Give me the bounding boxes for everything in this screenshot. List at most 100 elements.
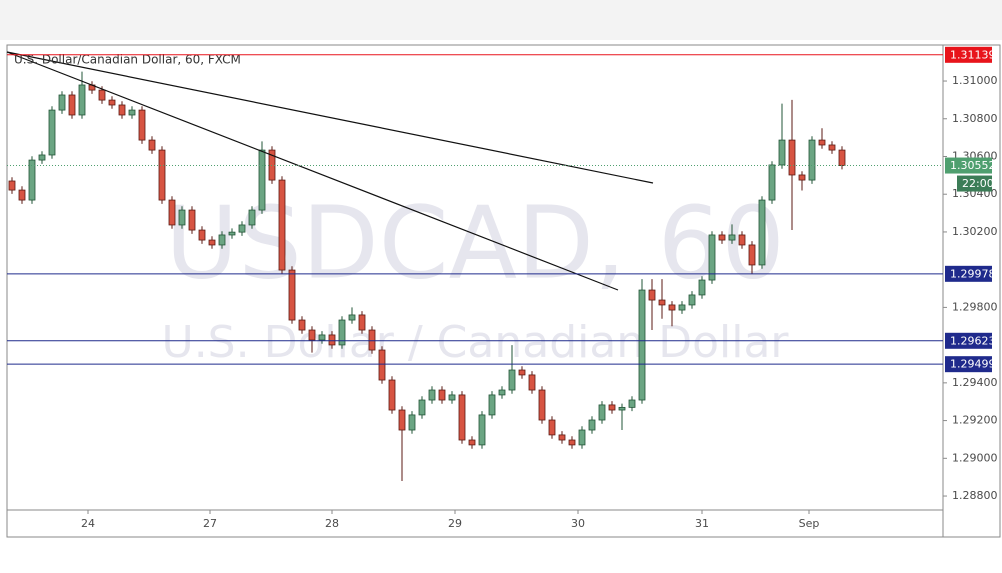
level-badge: [945, 46, 992, 63]
x-tick-label: 29: [448, 517, 462, 530]
candle-body: [458, 394, 466, 441]
candle-body: [168, 199, 176, 226]
candle-body: [758, 199, 766, 266]
candle-body: [328, 334, 336, 346]
candle-body: [748, 244, 756, 266]
x-tick-label: 30: [571, 517, 585, 530]
candle-body: [688, 294, 696, 306]
x-tick-label: 28: [325, 517, 339, 530]
candle-body: [668, 304, 676, 311]
last-price-label: 1.30552: [950, 159, 996, 172]
level-badge: [945, 265, 992, 282]
chart-frame: [6, 44, 1001, 538]
candle-body: [588, 419, 596, 431]
candle-body: [358, 314, 366, 331]
level-badge: [945, 332, 992, 349]
countdown-badge: [957, 175, 992, 192]
candle-body: [258, 149, 266, 211]
candle-body: [338, 319, 346, 346]
candle-body: [378, 349, 386, 381]
candle-body: [558, 434, 566, 441]
candle-body: [208, 239, 216, 246]
candle-body: [838, 149, 846, 166]
countdown-label: 22:00: [962, 177, 994, 190]
toolbar-strip: [0, 0, 1002, 40]
x-tick-label: 27: [203, 517, 217, 530]
candle-body: [178, 209, 186, 226]
candle-body: [708, 234, 716, 281]
candle-body: [388, 379, 396, 411]
level-label: 1.31139: [950, 48, 996, 61]
candle-body: [128, 109, 136, 116]
candle-body: [248, 209, 256, 226]
candle-body: [398, 409, 406, 431]
candle-body: [298, 319, 306, 331]
candle-body: [548, 419, 556, 436]
candle-body: [648, 289, 656, 301]
candle-body: [808, 139, 816, 181]
candle-body: [658, 299, 666, 306]
candle-body: [38, 154, 46, 161]
candle-body: [768, 164, 776, 201]
candle-body: [308, 329, 316, 341]
candle-body: [598, 404, 606, 421]
x-tick-label: 31: [695, 517, 709, 530]
candle-body: [478, 414, 486, 446]
candle-body: [578, 429, 586, 446]
candle-body: [218, 234, 226, 246]
candle-body: [288, 269, 296, 321]
candle-body: [118, 104, 126, 116]
candle-body: [138, 109, 146, 141]
candle-body: [188, 209, 196, 231]
candle-body: [18, 189, 26, 201]
y-tick-label: 1.28800: [952, 489, 998, 502]
y-tick-label: 1.30800: [952, 112, 998, 125]
candle-body: [348, 314, 356, 321]
candle-body: [468, 439, 476, 446]
candle-body: [638, 289, 646, 401]
candle-body: [228, 231, 236, 236]
candle-body: [418, 399, 426, 416]
x-tick-label: Sep: [799, 517, 820, 530]
candle-body: [608, 404, 616, 411]
candle-body: [58, 94, 66, 111]
candle-body: [528, 374, 536, 391]
y-tick-label: 1.29400: [952, 376, 998, 389]
x-tick-label: 24: [81, 517, 95, 530]
candle-body: [108, 99, 116, 106]
candle-body: [628, 399, 636, 408]
candle-body: [78, 84, 86, 116]
y-tick-label: 1.29200: [952, 414, 998, 427]
candle-body: [538, 389, 546, 421]
candle-body: [698, 279, 706, 296]
candle-body: [738, 234, 746, 246]
candle-body: [158, 149, 166, 201]
candle-body: [568, 439, 576, 446]
candle-body: [678, 304, 686, 311]
candle-body: [488, 394, 496, 416]
candle-body: [778, 139, 786, 166]
candle-body: [618, 406, 626, 411]
candle-body: [428, 389, 436, 401]
chart-title: U.S. Dollar/Canadian Dollar, 60, FXCM: [14, 53, 241, 67]
candle-body: [508, 369, 516, 391]
candle-body: [148, 139, 156, 151]
y-tick-label: 1.29000: [952, 451, 998, 464]
candle-body: [8, 180, 16, 191]
candle-body: [798, 174, 806, 181]
level-label: 1.29499: [950, 358, 996, 371]
candle-body: [278, 179, 286, 271]
y-tick-label: 1.31000: [952, 74, 998, 87]
watermark: USDCAD, 60: [165, 184, 785, 301]
candle-body: [68, 94, 76, 116]
candle-body: [48, 109, 56, 156]
candle-body: [238, 224, 246, 233]
trend-line: [6, 51, 619, 291]
candle-body: [448, 394, 456, 401]
candle-body: [408, 414, 416, 431]
watermark-subtitle: U.S. Dollar / Canadian Dollar: [161, 317, 789, 368]
trend-line: [6, 51, 654, 184]
candle-body: [198, 229, 206, 241]
